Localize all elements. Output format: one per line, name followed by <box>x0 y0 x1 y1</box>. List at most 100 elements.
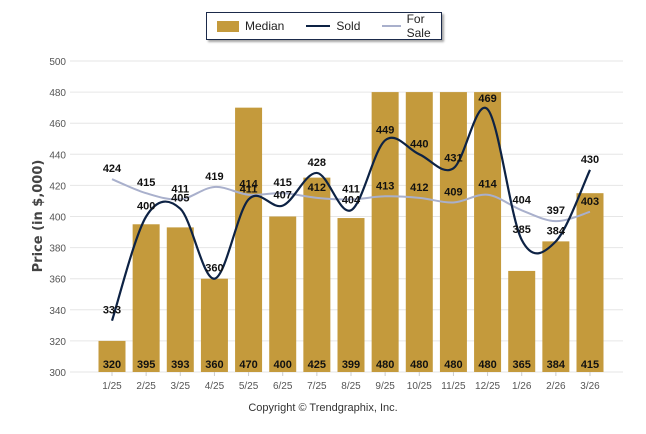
x-tick-label: 1/26 <box>512 381 532 392</box>
for-sale-line-data-label: 409 <box>444 187 462 199</box>
x-tick-label: 7/25 <box>307 381 327 392</box>
sold-line-data-label: 407 <box>274 190 292 202</box>
legend-sold-label: Sold <box>336 19 361 33</box>
sold-line-data-label: 431 <box>444 152 462 164</box>
y-axis-label: Price (in $,000) <box>31 160 46 273</box>
for-sale-line-data-label: 403 <box>581 196 599 208</box>
median-bar <box>576 193 604 372</box>
x-tick-label: 2/26 <box>546 381 566 392</box>
median-swatch-icon <box>217 20 239 32</box>
median-bar <box>200 278 228 372</box>
legend-for-sale-label: For Sale <box>406 12 431 40</box>
x-tick-label: 1/25 <box>102 381 122 392</box>
median-data-label: 400 <box>274 359 292 371</box>
median-data-label: 480 <box>410 359 428 371</box>
for-sale-line-data-label: 411 <box>171 183 189 195</box>
median-bar <box>166 227 194 372</box>
y-tick-label: 360 <box>49 275 66 286</box>
median-bar <box>405 92 433 372</box>
y-tick-label: 500 <box>49 57 66 68</box>
x-tick-label: 9/25 <box>375 381 395 392</box>
x-tick-label: 5/25 <box>239 381 259 392</box>
x-tick-label: 3/26 <box>580 381 600 392</box>
y-tick-label: 460 <box>49 119 66 130</box>
x-tick-label: 2/25 <box>136 381 156 392</box>
for-sale-line-data-label: 415 <box>137 177 155 189</box>
median-data-label: 399 <box>342 359 360 371</box>
y-tick-label: 380 <box>49 244 66 255</box>
for-sale-line-data-label: 414 <box>478 179 497 191</box>
x-tick-label: 6/25 <box>273 381 293 392</box>
median-bar <box>474 92 502 372</box>
sold-line-data-label: 384 <box>547 225 566 237</box>
y-axis-ticks: 300 320 340 360 380 400 420 440 460 480 500 <box>49 57 66 379</box>
x-axis-ticks: 1/25 2/25 3/25 4/25 5/25 6/25 7/25 8/25 9/25 10/2… <box>102 372 600 392</box>
median-data-label: 320 <box>103 359 121 371</box>
y-tick-label: 320 <box>49 337 66 348</box>
median-bars <box>98 92 604 373</box>
median-bar <box>132 224 160 372</box>
sold-line-data-label: 400 <box>137 201 155 213</box>
sold-line-data-label: 430 <box>581 154 599 166</box>
for-sale-line-data-label: 411 <box>342 183 360 195</box>
x-tick-label: 4/25 <box>205 381 225 392</box>
for-sale-line-data-label: 413 <box>376 180 394 192</box>
for-sale-line-data-label: 412 <box>308 182 326 194</box>
sold-line-swatch-icon <box>306 25 331 27</box>
sold-line-data-label: 411 <box>240 183 258 195</box>
sold-line-data-label: 449 <box>376 124 394 136</box>
for-sale-line-data-label: 415 <box>274 177 292 189</box>
sold-line-data-label: 469 <box>478 93 496 105</box>
median-data-label: 365 <box>513 359 531 371</box>
median-bar <box>303 177 331 372</box>
for-sale-line-data-label: 419 <box>205 171 223 183</box>
legend-item-sold[interactable]: Sold <box>306 19 360 33</box>
lines <box>110 106 591 322</box>
y-tick-label: 340 <box>49 306 66 317</box>
median-bar <box>98 340 126 372</box>
sold-line-data-label: 385 <box>513 224 531 236</box>
sold-line-data-label: 405 <box>171 193 189 205</box>
for-sale-line-data-label: 414 <box>239 179 258 191</box>
x-tick-label: 3/25 <box>171 381 191 392</box>
median-data-label: 480 <box>478 359 496 371</box>
median-data-label: 395 <box>137 359 155 371</box>
x-tick-label: 8/25 <box>341 381 361 392</box>
median-data-label: 425 <box>308 359 326 371</box>
legend-item-for-sale[interactable]: For Sale <box>382 12 441 40</box>
y-tick-label: 440 <box>49 150 66 161</box>
sold-line-data-label: 428 <box>308 157 326 169</box>
for-sale-line-data-label: 404 <box>513 194 532 206</box>
y-tick-label: 400 <box>49 213 66 224</box>
median-data-label: 480 <box>444 359 462 371</box>
y-tick-label: 300 <box>49 368 66 379</box>
for-sale-line-data-label: 424 <box>103 163 122 175</box>
median-bar <box>269 216 297 372</box>
median-data-label: 384 <box>547 359 566 371</box>
for-sale-line-data-label: 397 <box>547 205 565 217</box>
median-bar <box>542 241 570 372</box>
median-data-label: 393 <box>171 359 189 371</box>
y-tick-label: 480 <box>49 88 66 99</box>
copyright-text: Copyright © Trendgraphix, Inc. <box>248 402 398 414</box>
sold-line-data-label: 360 <box>205 263 223 275</box>
for-sale-line-data-label: 412 <box>410 182 428 194</box>
median-bar <box>508 270 536 372</box>
sold-line-data-label: 440 <box>410 138 428 150</box>
x-tick-label: 11/25 <box>441 381 466 392</box>
median-data-label: 360 <box>205 359 223 371</box>
y-tick-label: 420 <box>49 181 66 192</box>
median-bar <box>235 107 263 373</box>
legend-item-median[interactable]: Median <box>217 19 284 33</box>
median-data-label: 415 <box>581 359 599 371</box>
legend-median-label: Median <box>245 19 285 33</box>
median-data-label: 480 <box>376 359 394 371</box>
x-tick-label: 10/25 <box>407 381 432 392</box>
sold-line-data-label: 404 <box>342 194 361 206</box>
median-bar <box>439 92 467 372</box>
sold-line-data-label: 333 <box>103 305 121 317</box>
legend: Median Sold For Sale <box>206 12 442 40</box>
x-tick-label: 12/25 <box>475 381 500 392</box>
sold-line <box>110 106 591 322</box>
